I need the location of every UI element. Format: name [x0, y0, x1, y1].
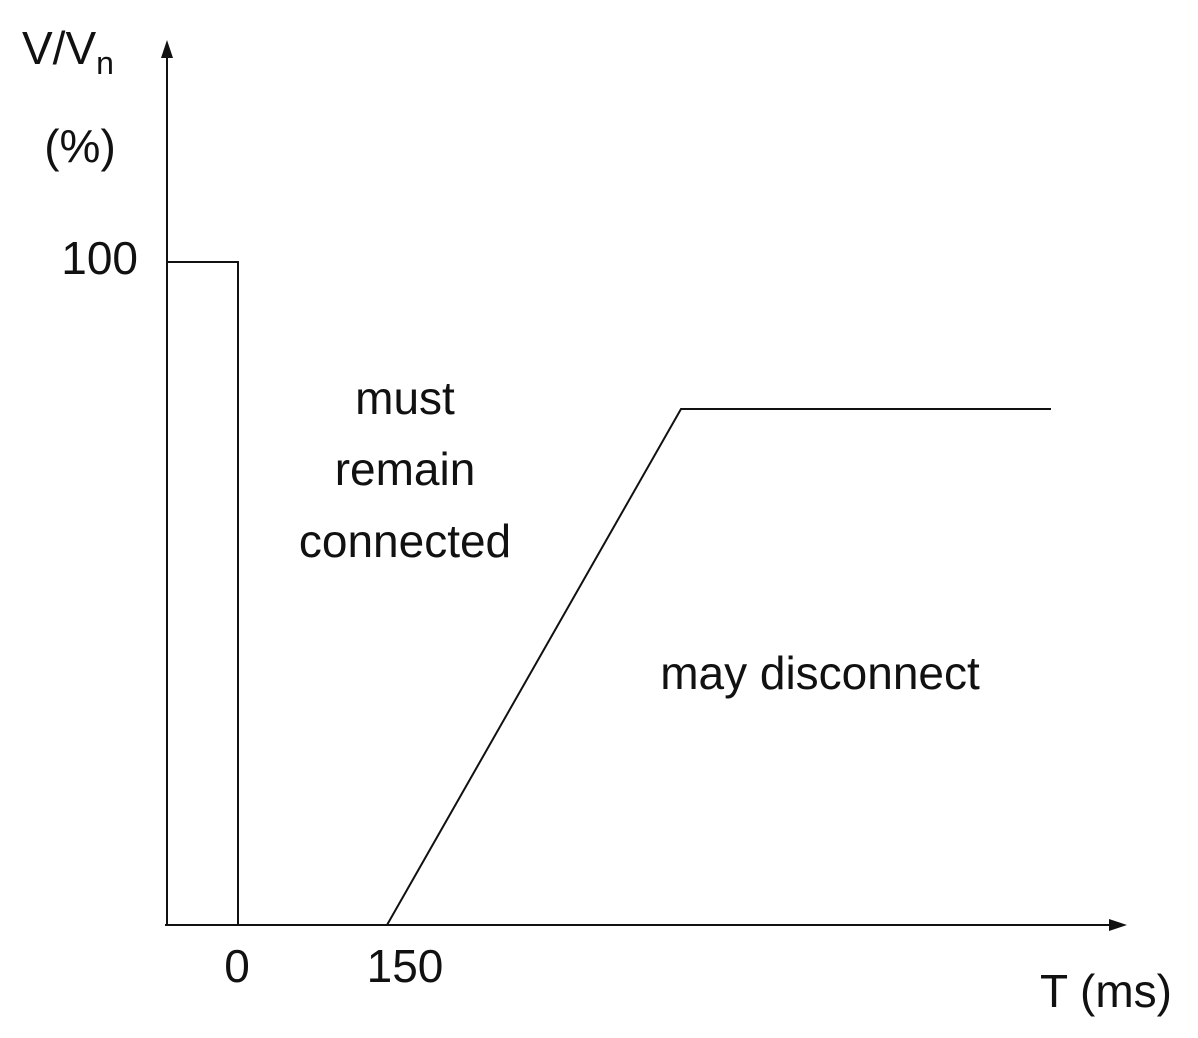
region-label: connected	[299, 515, 511, 567]
x-tick-label: 150	[367, 940, 444, 992]
y-axis-label-main: V/V	[22, 22, 96, 74]
recovery-line	[386, 408, 1051, 926]
y-axis-label: V/Vn	[22, 22, 114, 81]
region-label: may disconnect	[660, 647, 980, 699]
region-label: remain	[335, 443, 476, 495]
x-axis-label: T (ms)	[1040, 965, 1172, 1017]
y-axis-unit: (%)	[44, 120, 116, 172]
x-tick-label: 0	[224, 940, 250, 992]
region-label: must	[355, 372, 455, 424]
voltage-dip-line	[167, 261, 239, 925]
y-axis-label-subscript: n	[96, 45, 114, 81]
x-axis-arrow	[1109, 919, 1127, 931]
y-axis-arrow	[161, 40, 173, 58]
y-tick-label: 100	[61, 232, 138, 284]
